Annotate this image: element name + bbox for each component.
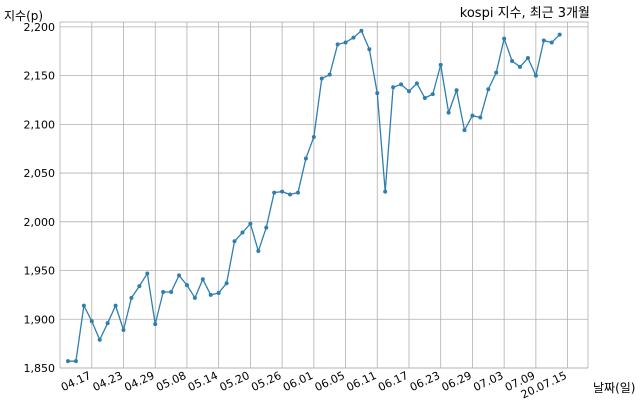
x-tick-label: 06.05: [313, 369, 347, 394]
data-point: [335, 42, 340, 47]
data-point: [184, 283, 189, 288]
data-point: [66, 359, 70, 364]
data-point: [192, 295, 197, 300]
data-point: [438, 62, 443, 67]
data-point: [272, 190, 277, 195]
x-tick-label: 04.29: [122, 369, 156, 394]
x-tick-label: 06.29: [440, 369, 474, 394]
y-tick-label: 1,950: [24, 265, 56, 278]
data-point: [391, 85, 396, 90]
data-point: [319, 76, 324, 81]
data-point: [73, 359, 78, 364]
data-point: [200, 277, 205, 282]
y-axis-title: 지수(p): [4, 9, 43, 23]
data-point: [375, 91, 380, 96]
data-point: [224, 281, 229, 286]
data-point: [478, 115, 483, 120]
data-point: [280, 189, 285, 194]
data-point: [256, 249, 261, 254]
y-tick-label: 2,100: [24, 118, 56, 131]
data-point: [303, 156, 308, 161]
data-point: [288, 192, 293, 197]
data-point: [129, 295, 134, 300]
data-point: [311, 135, 316, 140]
data-point: [446, 110, 451, 115]
data-point: [145, 271, 150, 276]
data-point: [264, 225, 269, 230]
data-point: [232, 239, 237, 244]
data-point: [422, 96, 427, 101]
y-axis: 1,850 1,900 1,950 2,000 2,050 2,100 2,150 2,200: [24, 21, 56, 375]
chart-title: kospi 지수, 최근 3개월: [460, 6, 590, 21]
data-point: [113, 303, 118, 308]
y-tick-label: 2,200: [24, 21, 56, 34]
data-point: [351, 35, 356, 40]
data-point: [414, 81, 419, 86]
x-tick-label: 05.20: [218, 369, 252, 394]
x-tick-label: 04.23: [91, 369, 125, 394]
x-tick-label: 06.11: [344, 369, 378, 394]
series-layer: [66, 28, 562, 364]
x-axis: 04.1704.2304.2905.0805.1405.2005.2606.01…: [59, 369, 569, 401]
data-point: [510, 58, 515, 63]
data-point: [153, 322, 158, 327]
y-tick-label: 2,000: [24, 216, 56, 229]
data-point: [541, 38, 546, 43]
data-point: [430, 92, 435, 97]
data-point: [121, 327, 126, 332]
data-point: [367, 47, 372, 52]
data-point: [406, 89, 411, 94]
data-point: [525, 56, 530, 61]
data-point: [383, 189, 388, 194]
data-point: [81, 303, 86, 308]
x-axis-title: 날짜(일): [593, 381, 635, 395]
x-tick-label: 06.23: [408, 369, 442, 394]
x-tick-label: 04.17: [59, 369, 93, 394]
data-point: [295, 190, 300, 195]
data-point: [89, 319, 94, 324]
x-tick-label: 05.14: [186, 369, 220, 394]
data-point: [518, 64, 523, 69]
data-point: [137, 284, 142, 289]
y-tick-label: 2,050: [24, 167, 56, 180]
data-point: [494, 70, 499, 75]
x-tick-label: 05.08: [154, 369, 188, 394]
data-point: [533, 73, 538, 78]
data-point: [240, 230, 245, 235]
x-tick-label: 05.26: [249, 369, 283, 394]
data-point: [343, 40, 348, 45]
data-point: [105, 321, 110, 326]
data-point: [208, 292, 213, 297]
data-point: [359, 28, 364, 33]
grid-layer: [60, 22, 588, 369]
x-tick-label: 06.01: [281, 369, 315, 394]
data-point: [248, 221, 253, 226]
x-tick-label: 06.17: [376, 369, 410, 394]
plot-frame: [59, 21, 589, 369]
data-point: [470, 113, 475, 118]
data-point: [462, 128, 467, 133]
data-point: [454, 88, 459, 93]
y-tick-label: 2,150: [24, 70, 56, 83]
data-point: [177, 273, 182, 278]
data-point: [327, 72, 332, 77]
data-point: [502, 36, 507, 41]
data-point: [216, 290, 221, 295]
data-point: [549, 40, 554, 45]
data-point: [97, 337, 102, 342]
x-tick-label: 07.03: [471, 369, 505, 394]
data-point: [486, 87, 491, 92]
data-point: [399, 82, 404, 87]
y-tick-label: 1,850: [24, 362, 56, 375]
y-tick-label: 1,900: [24, 313, 56, 326]
data-point: [161, 289, 166, 294]
data-point: [557, 32, 562, 37]
data-point: [169, 289, 174, 294]
